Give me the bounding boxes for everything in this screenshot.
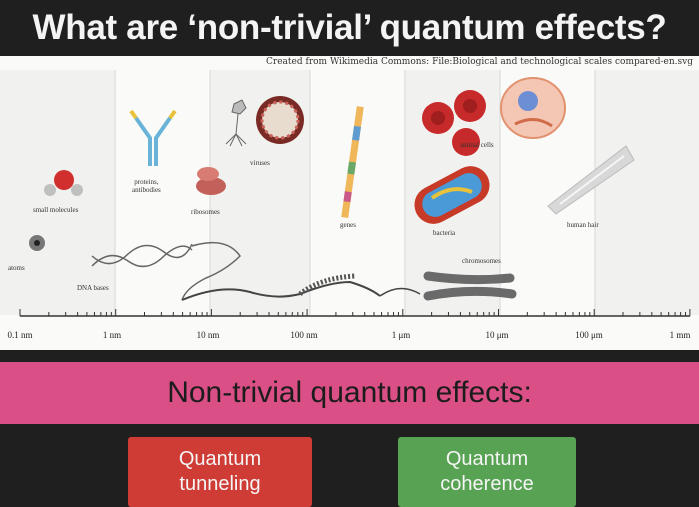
label-atoms: atoms xyxy=(8,264,25,272)
label-bacteria: bacteria xyxy=(433,229,456,237)
credit-text: Created from Wikimedia Commons: File:Bio… xyxy=(266,57,693,67)
band-4 xyxy=(595,70,699,315)
bacteriophage-icon xyxy=(225,99,247,147)
tick-label: 100 μm xyxy=(575,330,603,340)
ribosome-icon xyxy=(196,167,226,195)
quantum-tunneling-button[interactable]: Quantum tunneling xyxy=(128,437,312,507)
tick-label: 10 nm xyxy=(196,330,220,340)
human-hair-icon xyxy=(547,145,635,215)
label-dna-bases: DNA bases xyxy=(77,284,109,292)
label-ribosomes: ribosomes xyxy=(191,208,220,216)
label-human-hair: human hair xyxy=(567,221,599,229)
quantum-coherence-button[interactable]: Quantum coherence xyxy=(398,437,576,507)
quantum-tunneling-label: Quantum tunneling xyxy=(178,448,262,495)
scale-figure: Created from Wikimedia Commons: File:Bio… xyxy=(0,56,699,350)
molecule-icon xyxy=(44,170,83,196)
red-blood-cells-icon xyxy=(422,90,486,156)
virus-icon xyxy=(256,96,304,144)
label-viruses: viruses xyxy=(250,159,270,167)
section-banner: Non-trivial quantum effects: xyxy=(0,362,699,424)
chromosome-icon xyxy=(423,271,517,301)
tick-label: 0.1 nm xyxy=(7,330,33,340)
label-proteins: proteins, antibodies xyxy=(132,178,161,194)
tick-label: 1 mm xyxy=(669,330,691,340)
tick-label: 100 nm xyxy=(290,330,318,340)
chromatin-icon xyxy=(181,273,421,301)
label-genes: genes xyxy=(340,221,356,229)
tick-label: 1 μm xyxy=(391,330,411,340)
gene-icon xyxy=(341,106,364,219)
scale-illustration xyxy=(0,70,699,317)
tick-label: 10 μm xyxy=(485,330,509,340)
page-title: What are ‘non-trivial’ quantum effects? xyxy=(32,8,667,47)
quantum-coherence-label: Quantum coherence xyxy=(440,448,534,495)
animal-cell-icon xyxy=(500,77,566,139)
bacterium-icon xyxy=(414,166,490,224)
label-small-molecules: small molecules xyxy=(33,206,79,214)
label-chromosomes: chromosomes xyxy=(462,257,501,265)
tick-label: 1 nm xyxy=(102,330,122,340)
dna-helix-icon xyxy=(91,241,241,301)
antibody-icon xyxy=(129,109,177,166)
band-1 xyxy=(0,70,115,315)
label-animal-cells: animal cells xyxy=(460,141,494,149)
